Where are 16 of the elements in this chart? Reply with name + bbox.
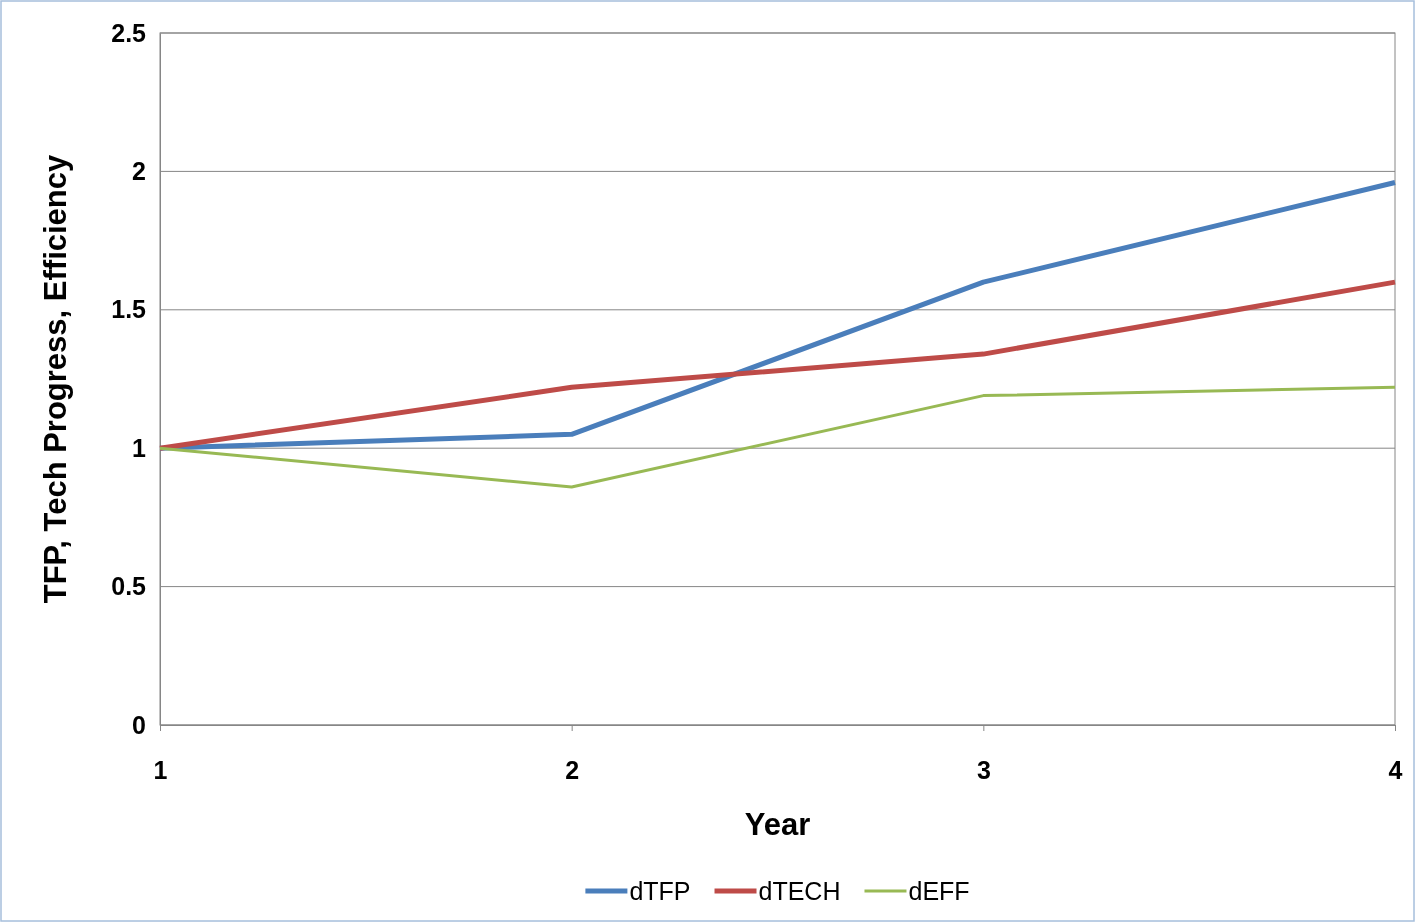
x-tick-label: 3 <box>976 755 991 784</box>
x-tick-label: 2 <box>565 755 580 784</box>
legend-label: dTECH <box>758 877 841 905</box>
y-tick-label: 1 <box>132 433 147 462</box>
y-tick-label: 0 <box>132 710 146 739</box>
y-tick-label: 1.5 <box>111 295 147 324</box>
y-tick-label: 2 <box>132 156 146 185</box>
legend-label: dEFF <box>908 877 970 905</box>
legend-label: dTFP <box>629 877 691 905</box>
line-series <box>158 385 1397 489</box>
y-tick-label: 2.5 <box>111 18 147 47</box>
y-axis-title: TFP, Tech Progress, Efficiency <box>38 153 73 604</box>
y-tick-label: 0.5 <box>111 572 147 601</box>
x-axis-title: Year <box>744 807 811 842</box>
x-tick-label: 1 <box>153 755 168 784</box>
x-tick-label: 4 <box>1388 755 1403 784</box>
